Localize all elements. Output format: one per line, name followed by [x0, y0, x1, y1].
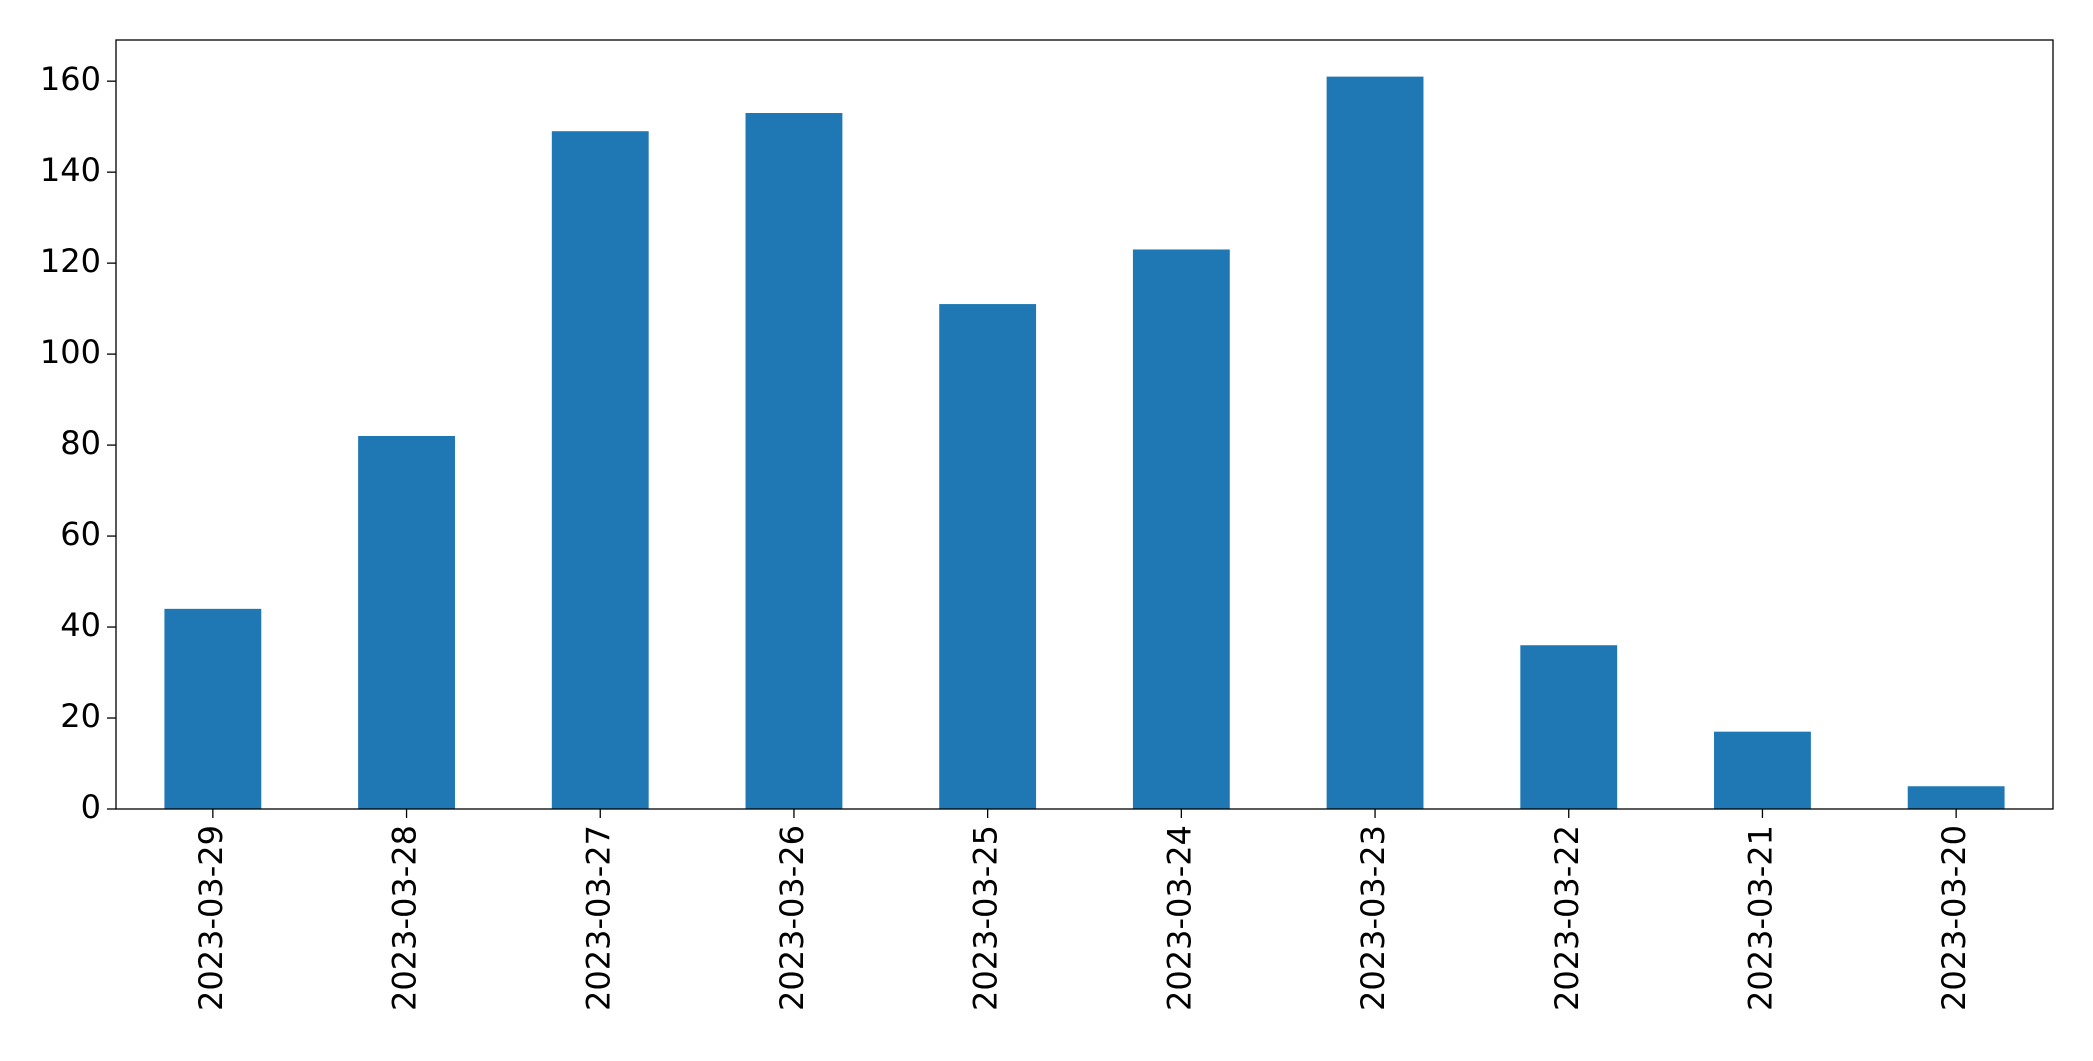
plot-frame	[115, 39, 2054, 810]
x-tick-label: 2023-03-28	[386, 825, 424, 1011]
y-tick-label: 40	[60, 606, 101, 644]
x-tick-label: 2023-03-20	[1935, 825, 1973, 1011]
bar	[745, 113, 843, 810]
y-tick-label: 160	[40, 60, 101, 98]
x-tick-label: 2023-03-23	[1354, 825, 1392, 1011]
y-tick-label: 140	[40, 151, 101, 189]
y-tick-label: 60	[60, 515, 101, 553]
x-tick-label: 2023-03-22	[1548, 825, 1586, 1011]
bar	[358, 435, 455, 809]
y-tick-label: 20	[60, 697, 101, 735]
bar	[1132, 249, 1230, 810]
x-tick-label: 2023-03-27	[579, 825, 617, 1011]
bar	[1520, 645, 1618, 809]
bar	[1714, 731, 1811, 809]
bar	[164, 608, 262, 809]
x-tick-label: 2023-03-24	[1160, 825, 1198, 1011]
x-tick-label: 2023-03-29	[192, 825, 230, 1011]
y-tick-label: 0	[81, 788, 101, 826]
bar	[1326, 76, 1424, 810]
x-tick-label: 2023-03-25	[967, 825, 1005, 1011]
bar	[551, 131, 649, 810]
y-tick-label: 120	[40, 242, 101, 280]
x-tick-label: 2023-03-26	[773, 825, 811, 1011]
x-tick-label: 2023-03-21	[1741, 825, 1779, 1011]
bar	[1907, 786, 2005, 809]
y-tick-label: 80	[60, 424, 101, 462]
y-tick-label: 100	[40, 333, 101, 371]
bar	[939, 304, 1037, 809]
